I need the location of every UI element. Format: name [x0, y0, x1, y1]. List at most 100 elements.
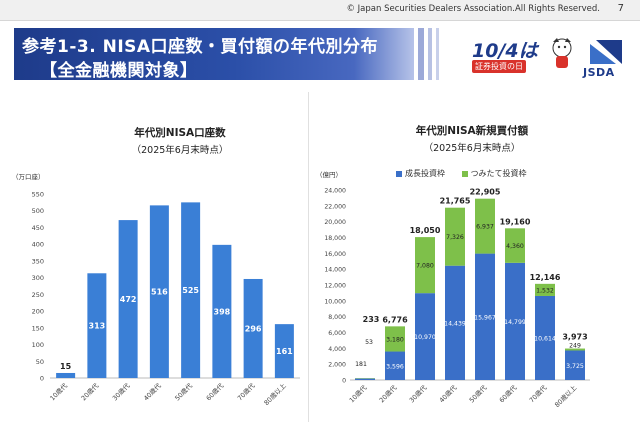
- chart2-ytick-label: 18,000: [324, 235, 346, 242]
- chart2-bar-growth: [355, 378, 375, 380]
- chart2-bar-tsumitate: [535, 283, 555, 296]
- investment-day-badge: 10/4は 証券投資の日: [470, 30, 546, 78]
- chart1-unit: （万口座）: [12, 173, 45, 181]
- chart2-bar-growth: [445, 265, 465, 380]
- chart2-bar-tsumitate: [385, 326, 405, 352]
- mascot-icon: [552, 38, 572, 68]
- chart2-total-label: 3,973: [562, 333, 587, 342]
- chart2-ytick-label: 24,000: [324, 188, 346, 195]
- chart1-data-label: 472: [120, 295, 137, 304]
- chart2-total-label: 233: [363, 315, 380, 324]
- chart2-growth-label: 10,614: [534, 335, 556, 342]
- chart2-total-label: 18,050: [410, 226, 441, 235]
- badge-caption: 証券投資の日: [472, 60, 526, 73]
- chart2-bar-tsumitate: [565, 348, 585, 351]
- chart2-xtick-label: 50歳代: [467, 383, 489, 405]
- chart2-bar-tsumitate: [415, 237, 435, 294]
- chart2-bar-growth: [505, 262, 525, 380]
- title-deco-strip: [428, 28, 432, 80]
- chart1-ytick-label: 450: [32, 224, 44, 232]
- chart2-ytick-label: 0: [342, 378, 346, 385]
- chart2-bar-growth: [385, 351, 405, 380]
- chart2-bar-growth: [415, 293, 435, 380]
- chart2-ytick-label: 4,000: [328, 346, 346, 353]
- page-subtitle: 【全金融機関対象】: [40, 61, 198, 81]
- chart1-bar: [149, 205, 169, 378]
- badge-date: 10/4は: [472, 40, 538, 62]
- chart2-growth-label: 14,799: [504, 319, 526, 326]
- chart1-data-label: 161: [276, 347, 293, 356]
- chart1-data-label: 313: [89, 322, 106, 331]
- chart2-ytick-label: 8,000: [328, 314, 346, 321]
- chart2-total-label: 22,905: [470, 188, 501, 197]
- chart2-xtick-label: 20歳代: [377, 383, 399, 405]
- chart2-ytick-label: 6,000: [328, 330, 346, 337]
- chart1-bar: [181, 202, 201, 378]
- chart1-subtitle: （2025年6月末時点）: [131, 145, 229, 156]
- chart1-bar: [274, 324, 294, 378]
- chart2-ytick-label: 14,000: [324, 267, 346, 274]
- chart2-xtick-label: 80歳以上: [552, 383, 578, 409]
- legend-label-tsumitate: つみたて投資枠: [470, 169, 527, 178]
- chart2-growth-label: 10,970: [414, 334, 436, 341]
- chart1-title: 年代別NISA口座数: [134, 127, 226, 139]
- chart2-bar-growth: [535, 295, 555, 380]
- chart2-xtick-label: 30歳代: [407, 383, 429, 405]
- chart2-tsumitate-label: 4,360: [506, 243, 524, 250]
- chart2-tsumitate-label: 53: [365, 339, 373, 346]
- chart1-ytick-label: 50: [36, 358, 44, 366]
- chart2-xtick-label: 70歳代: [527, 383, 549, 405]
- title-band: [14, 28, 414, 80]
- chart2-title: 年代別NISA新規買付額: [415, 125, 529, 137]
- chart2-legend: 成長投資枠 つみたて投資枠: [396, 168, 541, 179]
- chart2-growth-label: 181: [355, 361, 367, 368]
- chart2-growth-label: 3,596: [386, 363, 404, 370]
- chart2-ytick-label: 16,000: [324, 251, 346, 258]
- chart2-ytick-label: 10,000: [324, 298, 346, 305]
- chart1-bar: [56, 372, 76, 378]
- chart1-ytick-label: 200: [32, 308, 44, 316]
- legend-label-growth: 成長投資枠: [405, 169, 445, 178]
- chart1-data-label: 516: [151, 288, 168, 297]
- chart2-tsumitate-label: 249: [569, 343, 581, 350]
- chart2-bar-growth: [565, 350, 585, 380]
- chart2-total-label: 21,765: [440, 197, 471, 206]
- chart2-bar-growth: [475, 253, 495, 380]
- chart1-data-label: 525: [182, 286, 199, 295]
- chart1-ytick-label: 0: [40, 375, 44, 383]
- chart2-xtick-label: 10歳代: [347, 383, 369, 405]
- chart2-tsumitate-label: 3,180: [386, 336, 404, 343]
- chart2-growth-label: 15,967: [474, 314, 496, 321]
- chart2-growth-label: 3,725: [566, 363, 584, 370]
- chart2-ytick-label: 22,000: [324, 203, 346, 210]
- top-bar: © Japan Securities Dealers Association.A…: [0, 0, 640, 21]
- chart2-bar-tsumitate: [445, 207, 465, 266]
- legend-swatch-tsumitate: [461, 170, 468, 177]
- legend-swatch-growth: [396, 170, 402, 177]
- chart2-ytick-label: 20,000: [324, 219, 346, 226]
- chart2-tsumitate-label: 1,532: [536, 287, 554, 294]
- chart2-unit: （億円）: [316, 171, 342, 179]
- chart1-ytick-label: 500: [32, 207, 44, 215]
- legend-item-tsumitate: つみたて投資枠: [461, 168, 527, 179]
- chart1-bar: [212, 244, 232, 378]
- chart2-ytick-label: 12,000: [324, 283, 346, 290]
- page-title: 参考1-3. NISA口座数・買付額の年代別分布: [22, 37, 379, 57]
- jsda-logo-text: JSDA: [583, 66, 615, 79]
- chart1-data-label: 398: [214, 307, 231, 316]
- chart1-ytick-label: 250: [32, 291, 44, 299]
- chart1-data-label: 296: [245, 324, 262, 333]
- chart2-bar-tsumitate: [475, 198, 495, 254]
- chart2-tsumitate-label: 7,326: [446, 234, 464, 241]
- chart2-bar-tsumitate: [505, 228, 525, 263]
- chart1-bar: [118, 220, 138, 378]
- chart1-bar: [243, 278, 263, 378]
- chart1-ytick-label: 550: [32, 191, 44, 199]
- chart1-ytick-label: 350: [32, 257, 44, 265]
- chart2-total-label: 12,146: [530, 273, 561, 282]
- copyright-text: © Japan Securities Dealers Association.A…: [346, 4, 600, 14]
- page-number: 7: [617, 3, 624, 14]
- chart2-tsumitate-label: 7,080: [416, 263, 434, 270]
